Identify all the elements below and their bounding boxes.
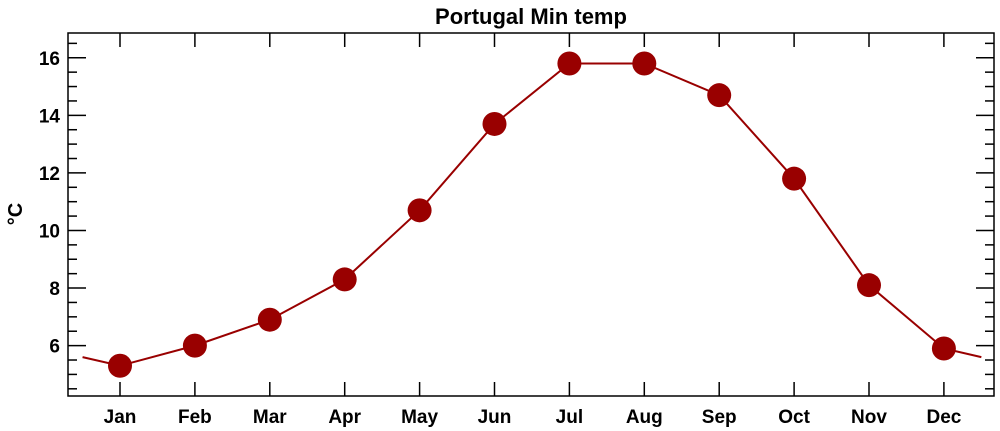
x-tick-label: Oct	[778, 407, 810, 428]
data-point-aug	[632, 51, 657, 76]
data-point-jul	[557, 51, 582, 76]
x-tick-label: Dec	[926, 407, 961, 428]
data-point-feb	[182, 333, 207, 358]
x-tick-label: Mar	[253, 407, 287, 428]
x-tick-label: Aug	[626, 407, 663, 428]
y-tick-label: 14	[39, 106, 61, 127]
plot-frame	[67, 32, 995, 397]
y-tick-label: 6	[49, 337, 60, 358]
y-tick-label: 10	[39, 221, 60, 242]
data-point-apr	[332, 267, 357, 292]
y-tick-label: 16	[39, 49, 60, 70]
chart-title: Portugal Min temp	[435, 4, 627, 29]
data-point-oct	[782, 166, 807, 191]
x-tick-label: Apr	[328, 407, 361, 428]
data-point-may	[407, 198, 432, 223]
data-point-dec	[931, 336, 956, 361]
x-tick-label: Nov	[851, 407, 887, 428]
x-tick-label: Sep	[702, 407, 737, 428]
data-point-sep	[707, 83, 732, 108]
data-point-jan	[108, 353, 132, 378]
x-tick-label: May	[401, 407, 438, 428]
y-tick-label: 8	[49, 279, 60, 300]
x-tick-label: Jul	[556, 407, 583, 428]
x-tick-label: Jun	[478, 407, 512, 428]
data-point-nov	[857, 273, 881, 298]
series-line	[82, 62, 982, 367]
data-point-jun	[482, 111, 507, 136]
x-tick-label: Jan	[104, 407, 137, 428]
data-point-mar	[257, 307, 282, 332]
y-tick-label: 12	[39, 164, 60, 185]
x-tick-label: Feb	[178, 407, 212, 428]
y-axis-label: °C	[5, 203, 27, 225]
